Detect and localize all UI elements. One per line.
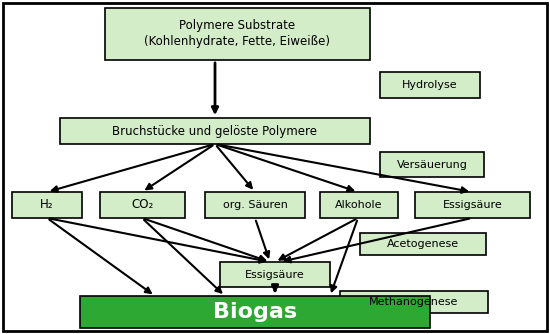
Text: Biogas: Biogas bbox=[213, 302, 297, 322]
Bar bbox=[320, 192, 398, 218]
Bar bbox=[415, 192, 530, 218]
Bar bbox=[205, 192, 305, 218]
Bar bbox=[105, 8, 370, 60]
Text: Essigsäure: Essigsäure bbox=[443, 200, 502, 210]
Text: Essigsäure: Essigsäure bbox=[245, 270, 305, 280]
Text: Methanogenese: Methanogenese bbox=[369, 297, 459, 307]
Text: Versäuerung: Versäuerung bbox=[397, 160, 468, 169]
Text: Hydrolyse: Hydrolyse bbox=[402, 80, 458, 90]
Bar bbox=[380, 72, 480, 98]
Bar bbox=[100, 192, 185, 218]
Bar bbox=[80, 296, 430, 328]
Bar bbox=[220, 262, 330, 287]
Text: Bruchstücke und gelöste Polymere: Bruchstücke und gelöste Polymere bbox=[113, 125, 317, 138]
Text: H₂: H₂ bbox=[40, 198, 54, 211]
Bar bbox=[380, 152, 484, 177]
Text: CO₂: CO₂ bbox=[131, 198, 153, 211]
Bar bbox=[360, 233, 486, 255]
Text: Acetogenese: Acetogenese bbox=[387, 239, 459, 249]
Text: Polymere Substrate
(Kohlenhydrate, Fette, Eiweiße): Polymere Substrate (Kohlenhydrate, Fette… bbox=[145, 19, 331, 48]
Text: Alkohole: Alkohole bbox=[336, 200, 383, 210]
Bar bbox=[60, 118, 370, 144]
Bar bbox=[340, 291, 488, 313]
Text: org. Säuren: org. Säuren bbox=[223, 200, 288, 210]
Bar bbox=[12, 192, 82, 218]
